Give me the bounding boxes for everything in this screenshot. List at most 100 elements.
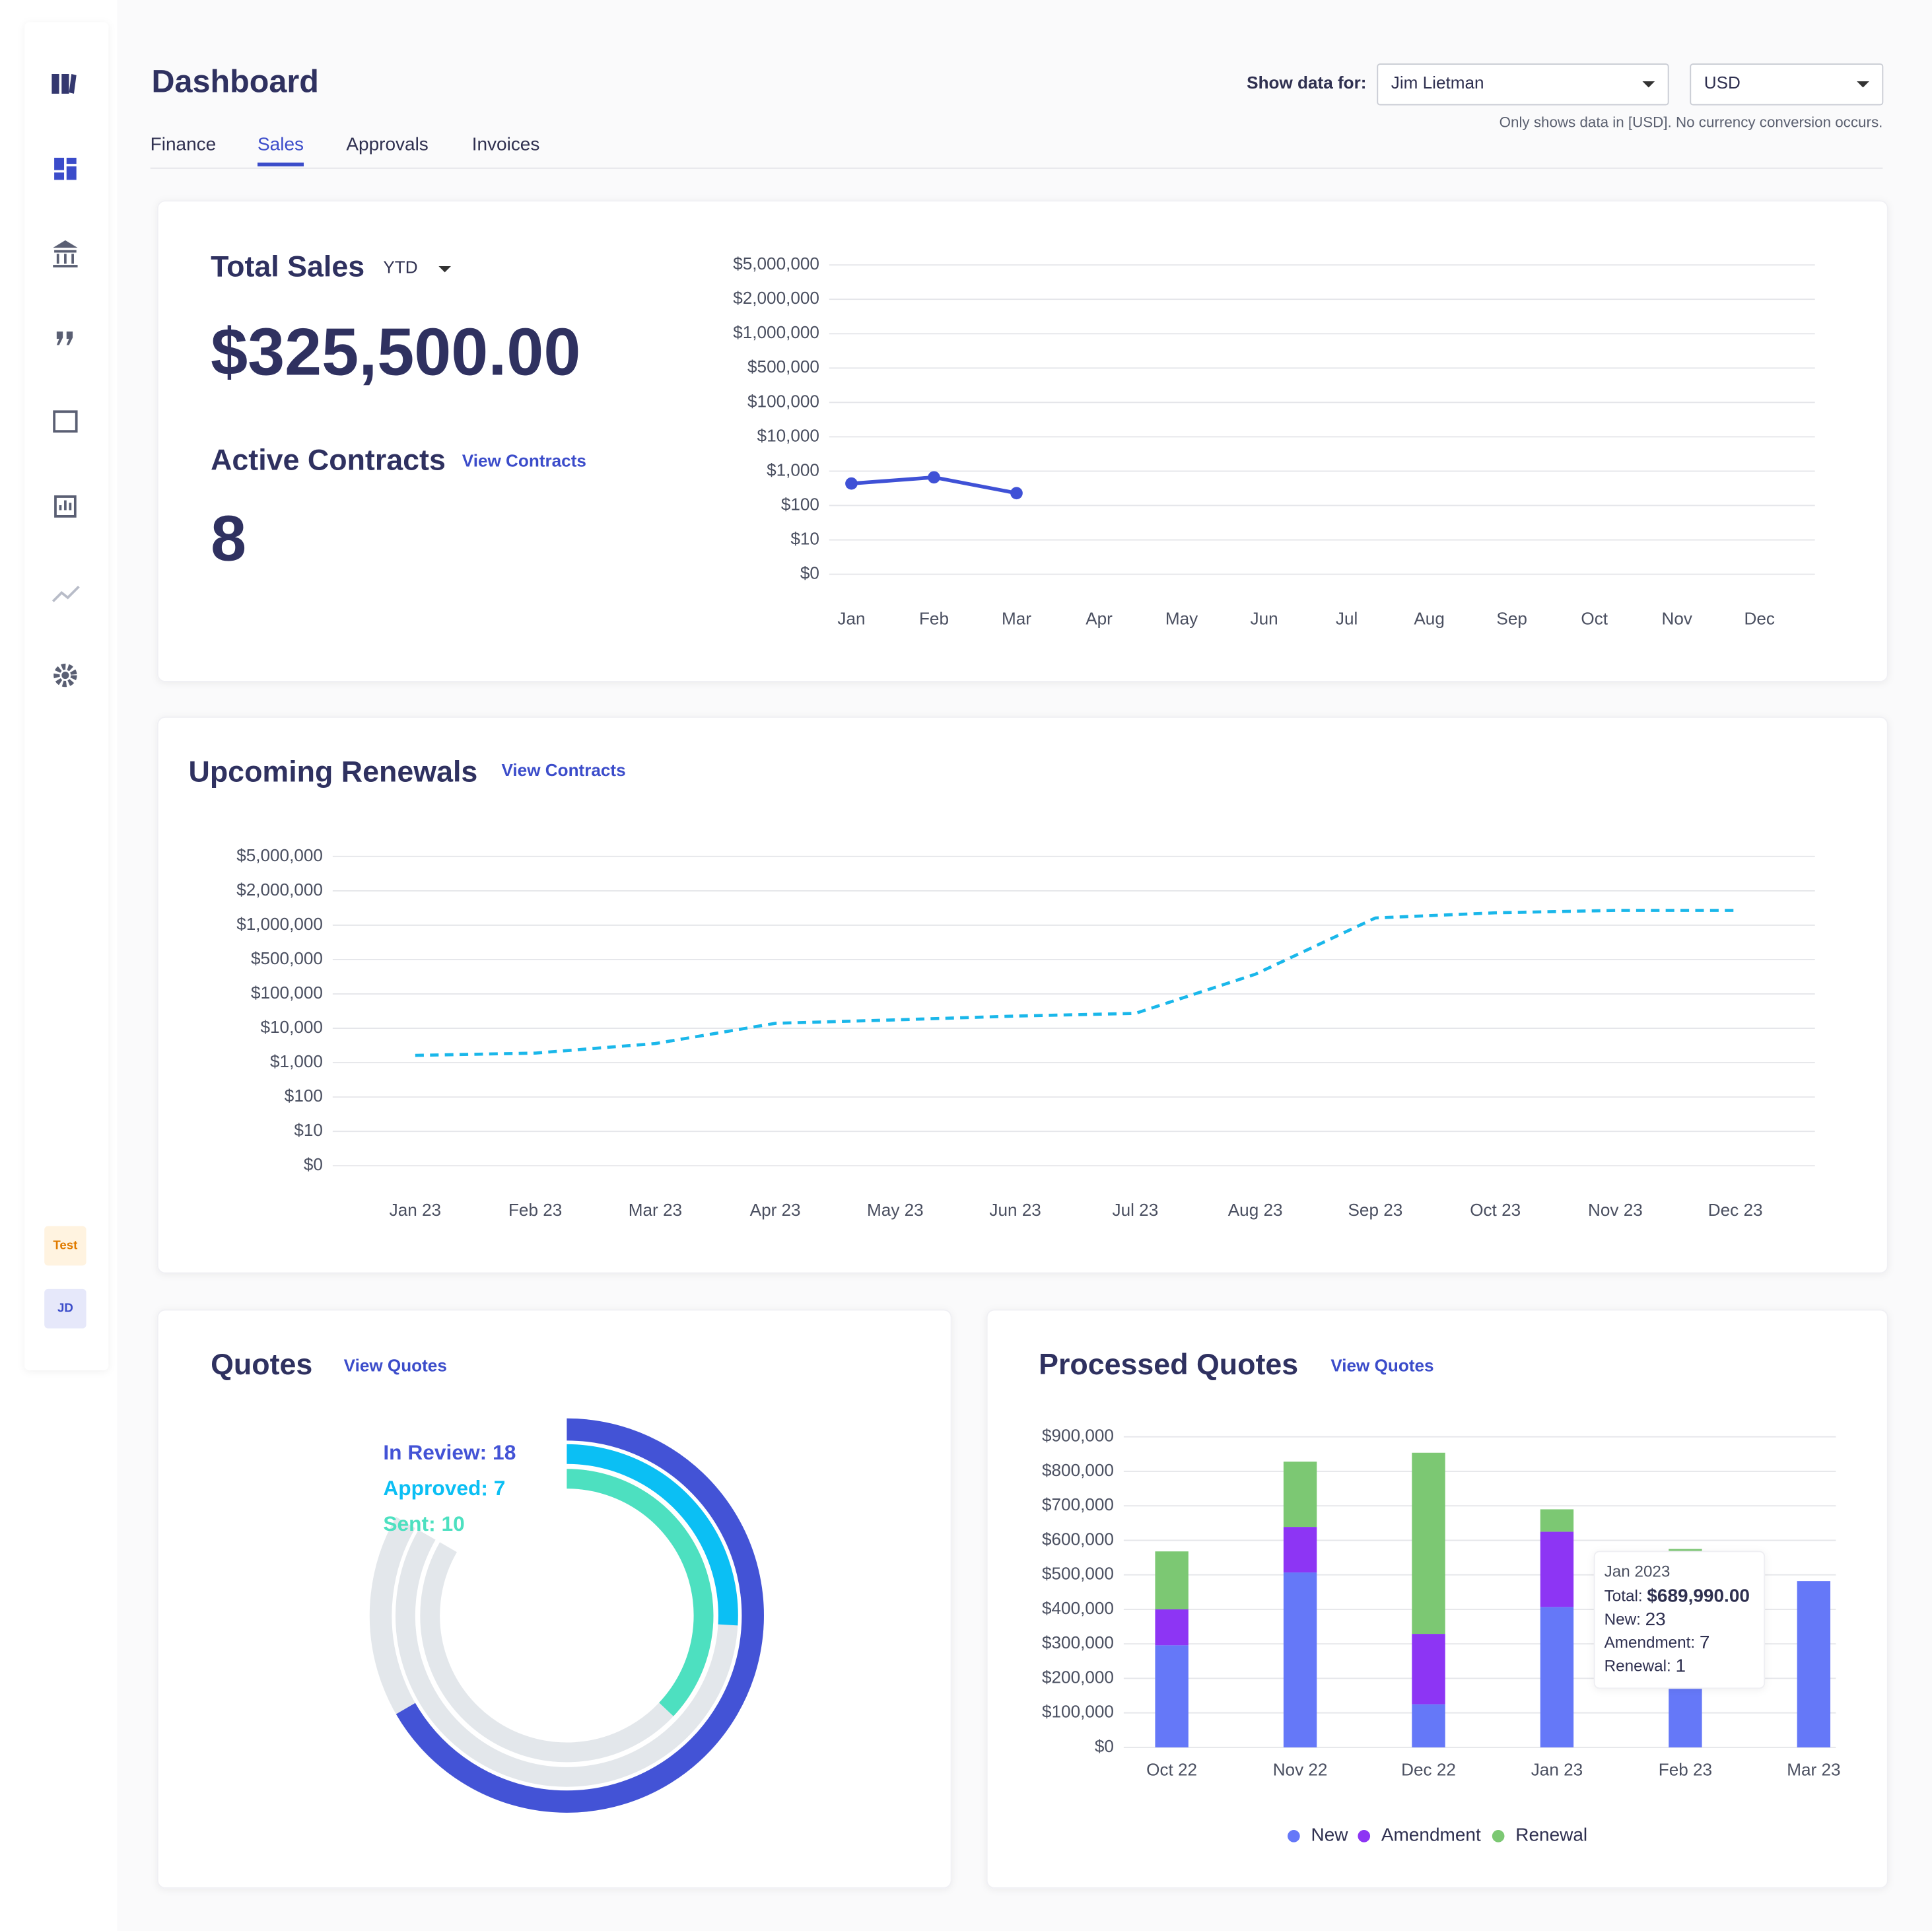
dashboard-icon[interactable]	[54, 157, 77, 180]
logo-icon[interactable]	[52, 73, 77, 94]
currency-select[interactable]	[1690, 63, 1884, 106]
y-tick-label: $10,000	[757, 425, 819, 445]
y-tick-label: $500,000	[1042, 1564, 1114, 1584]
processed-link[interactable]: View Quotes	[1330, 1355, 1433, 1375]
renewals-link[interactable]: View Contracts	[501, 760, 625, 780]
quotes-icon[interactable]	[56, 331, 73, 345]
quotes-link[interactable]: View Quotes	[344, 1355, 447, 1375]
x-tick-label: Feb 23	[508, 1200, 562, 1220]
x-tick-label: Jan	[837, 608, 865, 628]
x-tick-label: May	[1165, 608, 1198, 628]
tooltip-total: Total: $689,990.00	[1604, 1586, 1750, 1606]
legend-dot	[1492, 1829, 1505, 1843]
y-tick-label: $100,000	[251, 983, 323, 1002]
bar-segment	[1412, 1452, 1445, 1634]
tooltip-row-value: 1	[1675, 1656, 1686, 1676]
y-tick-label: $800,000	[1042, 1460, 1114, 1480]
x-tick-label: Mar 23	[1787, 1759, 1840, 1779]
tooltip-row: Renewal: 1	[1604, 1656, 1686, 1676]
ring-label: Approved: 7	[383, 1476, 505, 1500]
bar-segment	[1283, 1461, 1317, 1527]
trend-icon[interactable]	[52, 585, 80, 602]
data-point	[1010, 487, 1023, 500]
tooltip: Jan 2023 Total: $689,990.00 New: 23 Amen…	[1593, 1551, 1766, 1689]
user-badge-text: JD	[57, 1301, 73, 1315]
charts: $0 $10 $100 $1,000 $10,000 $100,000 $500,000 $1…	[236, 254, 1840, 1845]
x-tick-label: Sep 23	[1348, 1200, 1403, 1220]
period-caret	[438, 266, 451, 273]
contract-icon[interactable]	[53, 410, 78, 433]
report-icon[interactable]	[54, 495, 77, 518]
x-tick-label: Oct	[1581, 608, 1608, 628]
x-tick-label: Dec	[1744, 608, 1775, 628]
user-select[interactable]	[1377, 63, 1669, 106]
x-tick-label: Feb 23	[1659, 1759, 1712, 1779]
renewals-title: Upcoming Renewals	[189, 755, 478, 789]
currency-note: Only shows data in [USD]. No currency co…	[1500, 114, 1883, 131]
bar-segment	[1283, 1572, 1317, 1747]
x-tick-label: Mar 23	[629, 1200, 682, 1220]
tab[interactable]: Invoices	[472, 134, 540, 155]
bar-segment	[1283, 1527, 1317, 1573]
y-tick-label: $2,000,000	[733, 288, 819, 308]
settings-icon[interactable]	[53, 663, 77, 687]
tooltip-total-value: $689,990.00	[1647, 1586, 1750, 1606]
ring-arc	[567, 1469, 714, 1716]
filter-label: Show data for:	[1247, 73, 1366, 92]
y-tick-label: $10	[294, 1120, 323, 1140]
tooltip-total-label: Total:	[1604, 1588, 1643, 1605]
bar-segment	[1412, 1634, 1445, 1704]
x-tick-label: Aug	[1414, 608, 1444, 628]
ring-label-name: Sent	[383, 1512, 429, 1535]
y-tick-label: $900,000	[1042, 1426, 1114, 1446]
view-contracts-link[interactable]: View Contracts	[462, 451, 586, 471]
y-tick-label: $1,000	[767, 460, 819, 479]
data-point	[928, 471, 940, 484]
test-badge[interactable]	[44, 1226, 86, 1266]
y-tick-label: $2,000,000	[236, 880, 323, 899]
y-tick-label: $10	[790, 528, 819, 548]
tooltip-row-label: New:	[1604, 1611, 1641, 1629]
user-badge[interactable]	[44, 1288, 86, 1329]
x-tick-label: Feb	[919, 608, 949, 628]
y-tick-label: $5,000,000	[236, 845, 323, 865]
tab[interactable]: Finance	[151, 134, 217, 155]
x-tick-label: Mar	[1002, 608, 1031, 628]
y-tick-label: $10,000	[261, 1017, 323, 1037]
period-select[interactable]: YTD	[383, 258, 417, 277]
x-tick-label: Jan 23	[1531, 1759, 1583, 1779]
x-tick-label: Sep	[1496, 608, 1527, 628]
y-tick-label: $0	[1095, 1736, 1114, 1756]
page-title: Dashboard	[152, 64, 319, 100]
y-tick-label: $300,000	[1042, 1633, 1114, 1652]
y-tick-label: $1,000,000	[733, 322, 819, 342]
y-tick-label: $100	[285, 1086, 323, 1106]
test-badge-text: Test	[53, 1238, 77, 1251]
bank-icon[interactable]	[53, 240, 78, 267]
x-tick-label: Apr 23	[750, 1200, 801, 1220]
total-sales-title: Total Sales	[211, 250, 364, 283]
x-tick-label: Jul	[1336, 608, 1358, 628]
x-tick-label: Nov 22	[1273, 1759, 1328, 1779]
x-tick-label: Aug 23	[1228, 1200, 1283, 1220]
tab-underline	[258, 162, 304, 166]
tooltip-box	[1593, 1551, 1766, 1689]
sidebar	[24, 22, 109, 1370]
bar-segment	[1797, 1581, 1831, 1747]
bar-segment	[1155, 1645, 1189, 1747]
currency-select-value: USD	[1704, 73, 1741, 92]
report-bars	[59, 500, 72, 510]
y-tick-label: $1,000,000	[236, 914, 323, 934]
tab[interactable]: Approvals	[346, 134, 428, 155]
processed-title: Processed Quotes	[1039, 1348, 1298, 1381]
y-tick-label: $400,000	[1042, 1598, 1114, 1618]
total-sales-card	[156, 200, 1888, 682]
x-tick-label: Nov	[1662, 608, 1692, 628]
tooltip-row-label: Renewal:	[1604, 1658, 1671, 1675]
x-tick-label: May 23	[867, 1200, 924, 1220]
y-tick-label: $5,000,000	[733, 254, 819, 273]
ring-label-value: 7	[494, 1476, 506, 1500]
tooltip-title: Jan 2023	[1604, 1562, 1671, 1580]
tab[interactable]: Sales	[258, 134, 304, 155]
